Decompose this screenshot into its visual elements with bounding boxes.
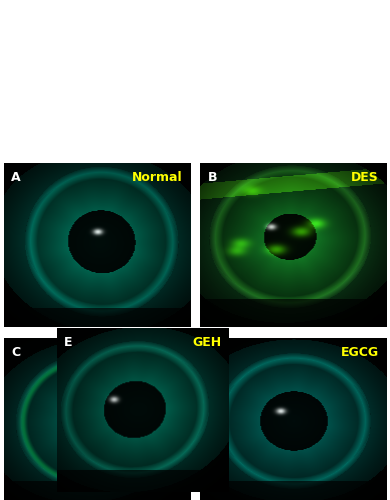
Text: C: C <box>11 346 21 359</box>
Text: E: E <box>64 336 72 349</box>
Text: D: D <box>207 346 218 359</box>
Text: B: B <box>207 171 217 183</box>
Text: Normal: Normal <box>132 171 183 183</box>
Text: EGCG: EGCG <box>341 346 379 359</box>
Text: DES: DES <box>351 171 379 183</box>
Text: A: A <box>11 171 21 183</box>
Text: GEH: GEH <box>192 336 222 349</box>
Text: PBS: PBS <box>155 346 183 359</box>
